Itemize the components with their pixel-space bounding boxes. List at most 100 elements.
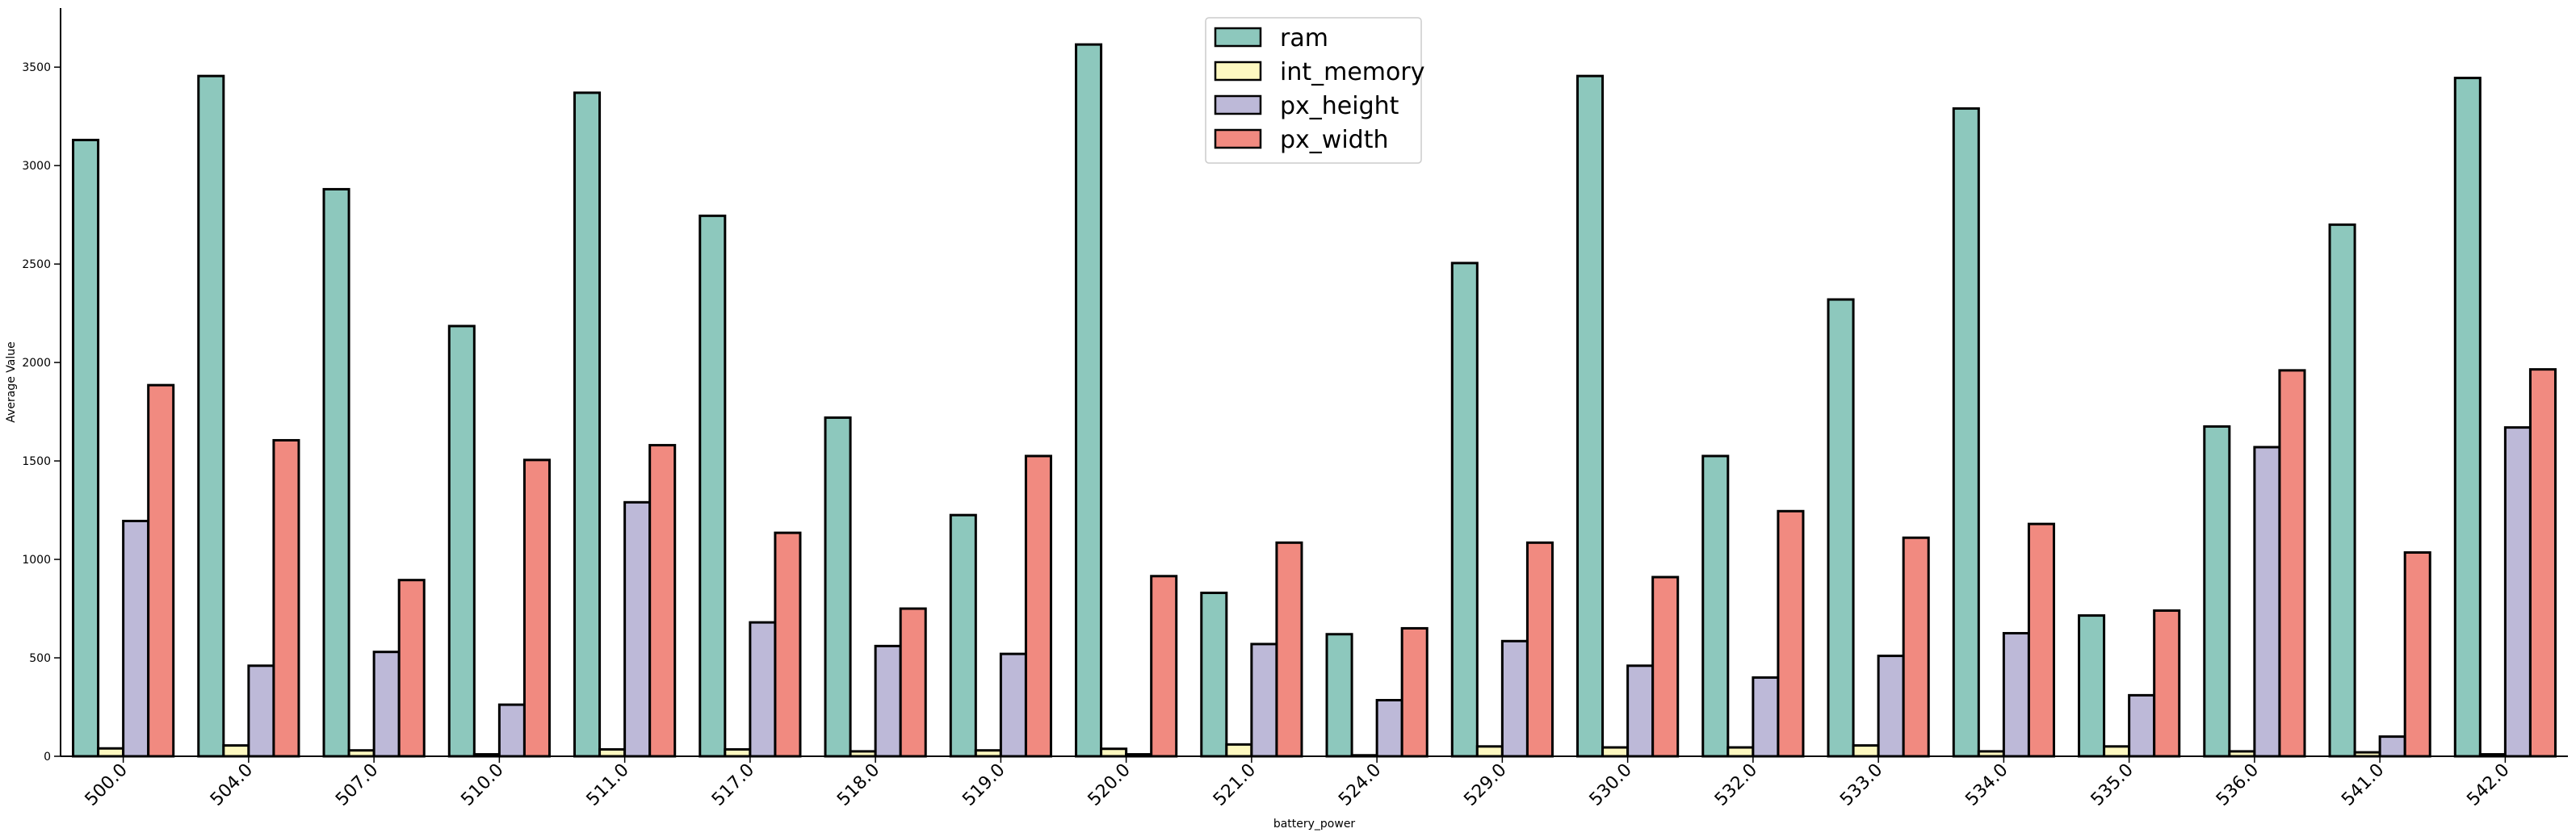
bar-px_height-529.0 [1500, 639, 1529, 758]
bar-px_width-535.0 [2153, 609, 2181, 758]
bar-px_width-533.0 [1902, 536, 1930, 758]
legend-swatch-px_width [1214, 128, 1262, 149]
x-tick-label: 535.0 [2087, 760, 2138, 810]
x-tick-label: 533.0 [1836, 760, 1886, 810]
y-tick-label: 3000 [22, 160, 51, 173]
bar-px_width-530.0 [1651, 575, 1680, 758]
bar-int_memory-500.0 [97, 747, 125, 758]
x-tick-label: 521.0 [1210, 760, 1260, 810]
bar-px_height-517.0 [749, 621, 777, 758]
bar-px_height-519.0 [999, 652, 1027, 758]
x-tick-label: 541.0 [2338, 760, 2388, 810]
bar-px_width-517.0 [774, 531, 802, 758]
bar-ram-533.0 [1827, 298, 1855, 758]
bar-ram-536.0 [2203, 425, 2231, 758]
bar-px_width-511.0 [648, 444, 677, 758]
bar-px_width-541.0 [2403, 551, 2431, 758]
bar-int_memory-520.0 [1100, 747, 1128, 758]
legend-label-ram: ram [1280, 24, 1328, 52]
bar-px_width-542.0 [2528, 368, 2557, 758]
legend: ram int_memory px_height px_width [1205, 17, 1424, 164]
x-tick-label: 529.0 [1460, 760, 1510, 810]
x-tick-label: 524.0 [1335, 760, 1385, 810]
bar-ram-529.0 [1450, 262, 1479, 758]
y-axis-label: Average Value [5, 341, 18, 422]
bar-ram-542.0 [2453, 77, 2482, 758]
bar-px_height-510.0 [497, 703, 526, 758]
legend-label-px_height: px_height [1280, 92, 1399, 120]
x-tick-label: 536.0 [2213, 760, 2263, 810]
bar-int_memory-507.0 [347, 749, 375, 758]
x-tick-label: 534.0 [1961, 760, 2012, 810]
legend-swatch-ram [1214, 27, 1262, 48]
bar-ram-535.0 [2078, 614, 2106, 758]
x-tick-label: 542.0 [2463, 760, 2513, 810]
legend-label-px_width: px_width [1280, 126, 1389, 154]
bar-int_memory-533.0 [1852, 744, 1880, 758]
x-tick-label: 510.0 [457, 760, 507, 810]
bar-px_width-518.0 [899, 607, 927, 758]
bar-ram-519.0 [949, 513, 977, 758]
bar-int_memory-517.0 [724, 747, 752, 758]
bar-px_height-521.0 [1250, 642, 1278, 758]
bar-px_width-524.0 [1400, 626, 1429, 758]
bar-px_height-542.0 [2503, 426, 2532, 758]
bar-ram-510.0 [447, 324, 476, 758]
y-tick-label: 0 [44, 751, 51, 764]
x-tick-label: 519.0 [959, 760, 1009, 810]
bar-px_width-532.0 [1777, 509, 1805, 758]
bar-px_width-520.0 [1150, 575, 1178, 758]
x-tick-label: 518.0 [833, 760, 883, 810]
bar-int_memory-511.0 [598, 747, 627, 758]
x-tick-label: 504.0 [207, 760, 257, 810]
bar-px_height-532.0 [1752, 676, 1780, 758]
x-tick-label: 507.0 [332, 760, 382, 810]
bar-px_height-507.0 [372, 651, 401, 758]
bar-px_height-530.0 [1626, 664, 1655, 758]
bar-ram-541.0 [2328, 223, 2356, 758]
bar-px_height-535.0 [2128, 693, 2156, 758]
bar-int_memory-521.0 [1225, 743, 1253, 758]
bar-px_height-500.0 [122, 519, 150, 758]
bar-ram-500.0 [72, 138, 100, 758]
bar-px_height-524.0 [1375, 698, 1403, 758]
bar-px_width-534.0 [2027, 522, 2055, 758]
bar-px_height-504.0 [247, 664, 275, 758]
legend-box [1205, 17, 1422, 164]
y-ticks: 0 500 1000 1500 2000 2500 3000 3500 [22, 61, 61, 764]
x-tick-label: 500.0 [82, 760, 132, 810]
legend-swatch-px_height [1214, 94, 1262, 115]
y-tick-label: 2000 [22, 357, 51, 370]
bar-int_memory-532.0 [1726, 746, 1755, 758]
y-tick-label: 500 [29, 652, 51, 665]
bar-px_height-541.0 [2378, 735, 2406, 758]
bar-ram-520.0 [1075, 43, 1103, 758]
legend-label-int_memory: int_memory [1280, 58, 1424, 86]
bar-px_height-518.0 [874, 644, 902, 758]
bar-int_memory-535.0 [2103, 745, 2131, 758]
bar-ram-511.0 [573, 91, 602, 758]
x-tick-label: 530.0 [1586, 760, 1636, 810]
y-tick-label: 2500 [22, 258, 51, 271]
x-tick-label: 517.0 [708, 760, 758, 810]
bar-ram-530.0 [1576, 74, 1605, 758]
bar-px_height-511.0 [623, 500, 652, 758]
x-ticks: 500.0 504.0 507.0 510.0 511.0 517.0 518.0 519.0… [82, 756, 2514, 810]
bar-px_height-534.0 [2002, 632, 2030, 758]
x-tick-label: 511.0 [583, 760, 633, 810]
axes [60, 8, 2568, 757]
bar-ram-507.0 [322, 187, 350, 758]
bar-px_width-504.0 [272, 438, 300, 758]
bar-px_height-533.0 [1877, 655, 1905, 758]
legend-swatch-int_memory [1214, 61, 1262, 82]
bar-px_width-529.0 [1525, 541, 1554, 758]
bar-px_width-500.0 [147, 383, 175, 758]
bar-ram-524.0 [1325, 633, 1353, 758]
y-tick-label: 3500 [22, 61, 51, 74]
bar-int_memory-530.0 [1601, 746, 1630, 758]
y-tick-label: 1500 [22, 455, 51, 468]
bar-px_width-510.0 [522, 458, 551, 758]
bar-ram-517.0 [699, 214, 727, 758]
